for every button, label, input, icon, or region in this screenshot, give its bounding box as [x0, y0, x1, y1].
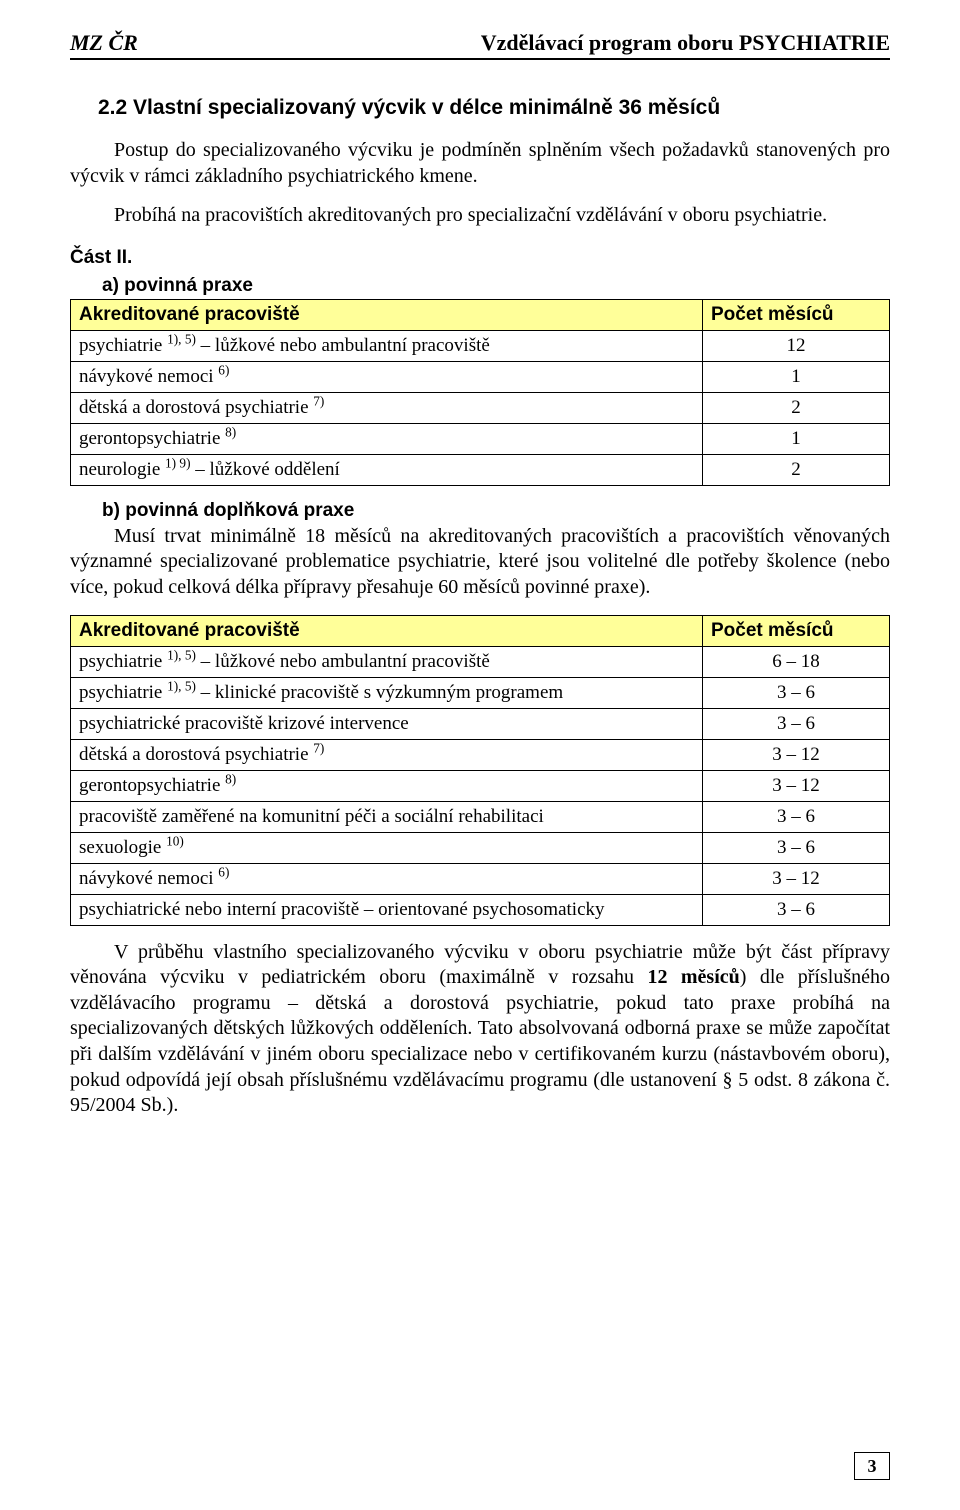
section-title: 2.2 Vlastní specializovaný výcvik v délc… [70, 96, 890, 120]
table-row: dětská a dorostová psychiatrie 7)3 – 12 [71, 739, 890, 770]
table-header-row: Akreditované pracoviště Počet měsíců [71, 299, 890, 330]
table-row: psychiatrie 1), 5) – lůžkové nebo ambula… [71, 646, 890, 677]
bold-span: 12 měsíců [647, 966, 739, 988]
table-row: psychiatrické nebo interní pracoviště – … [71, 894, 890, 925]
table-cell-name: psychiatrie 1), 5) – klinické pracoviště… [71, 677, 703, 708]
table-cell-name: návykové nemoci 6) [71, 863, 703, 894]
table-a-header-right: Počet měsíců [703, 299, 890, 330]
table-cell-count: 3 – 12 [703, 770, 890, 801]
table-cell-count: 3 – 6 [703, 708, 890, 739]
section-a-label: a) povinná praxe [70, 275, 890, 297]
table-row: psychiatrie 1), 5) – lůžkové nebo ambula… [71, 330, 890, 361]
table-row: gerontopsychiatrie 8)1 [71, 423, 890, 454]
table-cell-count: 3 – 6 [703, 894, 890, 925]
table-a-body: psychiatrie 1), 5) – lůžkové nebo ambula… [71, 330, 890, 485]
table-row: pracoviště zaměřené na komunitní péči a … [71, 801, 890, 832]
part-label: Část II. [70, 247, 890, 269]
table-cell-count: 6 – 18 [703, 646, 890, 677]
intro-paragraph-1: Postup do specializovaného výcviku je po… [70, 138, 890, 189]
intro-paragraph-2: Probíhá na pracovištích akreditovaných p… [70, 203, 890, 229]
table-cell-name: dětská a dorostová psychiatrie 7) [71, 739, 703, 770]
table-a-header-left: Akreditované pracoviště [71, 299, 703, 330]
table-b-body: psychiatrie 1), 5) – lůžkové nebo ambula… [71, 646, 890, 925]
table-cell-name: pracoviště zaměřené na komunitní péči a … [71, 801, 703, 832]
table-cell-count: 3 – 6 [703, 801, 890, 832]
table-row: gerontopsychiatrie 8)3 – 12 [71, 770, 890, 801]
table-cell-count: 2 [703, 392, 890, 423]
table-cell-name: sexuologie 10) [71, 832, 703, 863]
table-cell-count: 3 – 6 [703, 677, 890, 708]
table-row: dětská a dorostová psychiatrie 7)2 [71, 392, 890, 423]
table-b-header-left: Akreditované pracoviště [71, 615, 703, 646]
table-cell-name: gerontopsychiatrie 8) [71, 770, 703, 801]
page-number: 3 [854, 1452, 890, 1480]
table-cell-count: 2 [703, 454, 890, 485]
table-cell-count: 1 [703, 423, 890, 454]
table-row: návykové nemoci 6)1 [71, 361, 890, 392]
page-header: MZ ČR Vzdělávací program oboru PSYCHIATR… [70, 30, 890, 60]
table-row: neurologie 1) 9) – lůžkové oddělení2 [71, 454, 890, 485]
table-cell-name: návykové nemoci 6) [71, 361, 703, 392]
table-cell-count: 3 – 12 [703, 739, 890, 770]
section-b-intro: Musí trvat minimálně 18 měsíců na akredi… [70, 524, 890, 601]
table-cell-name: psychiatrie 1), 5) – lůžkové nebo ambula… [71, 330, 703, 361]
table-a: Akreditované pracoviště Počet měsíců psy… [70, 299, 890, 486]
table-cell-count: 12 [703, 330, 890, 361]
table-cell-name: psychiatrické pracoviště krizové interve… [71, 708, 703, 739]
table-cell-count: 3 – 6 [703, 832, 890, 863]
table-cell-name: psychiatrie 1), 5) – lůžkové nebo ambula… [71, 646, 703, 677]
table-cell-name: dětská a dorostová psychiatrie 7) [71, 392, 703, 423]
table-row: návykové nemoci 6)3 – 12 [71, 863, 890, 894]
table-cell-count: 3 – 12 [703, 863, 890, 894]
table-cell-name: neurologie 1) 9) – lůžkové oddělení [71, 454, 703, 485]
table-b-header-right: Počet měsíců [703, 615, 890, 646]
section-b-label: b) povinná doplňková praxe [70, 500, 890, 522]
table-header-row: Akreditované pracoviště Počet měsíců [71, 615, 890, 646]
table-row: psychiatrie 1), 5) – klinické pracoviště… [71, 677, 890, 708]
table-cell-count: 1 [703, 361, 890, 392]
page: MZ ČR Vzdělávací program oboru PSYCHIATR… [0, 0, 960, 1510]
header-left: MZ ČR [70, 30, 138, 56]
table-row: psychiatrické pracoviště krizové interve… [71, 708, 890, 739]
header-right: Vzdělávací program oboru PSYCHIATRIE [481, 30, 890, 56]
table-cell-name: gerontopsychiatrie 8) [71, 423, 703, 454]
closing-paragraph: V průběhu vlastního specializovaného výc… [70, 940, 890, 1119]
table-cell-name: psychiatrické nebo interní pracoviště – … [71, 894, 703, 925]
table-b: Akreditované pracoviště Počet měsíců psy… [70, 615, 890, 926]
table-row: sexuologie 10)3 – 6 [71, 832, 890, 863]
